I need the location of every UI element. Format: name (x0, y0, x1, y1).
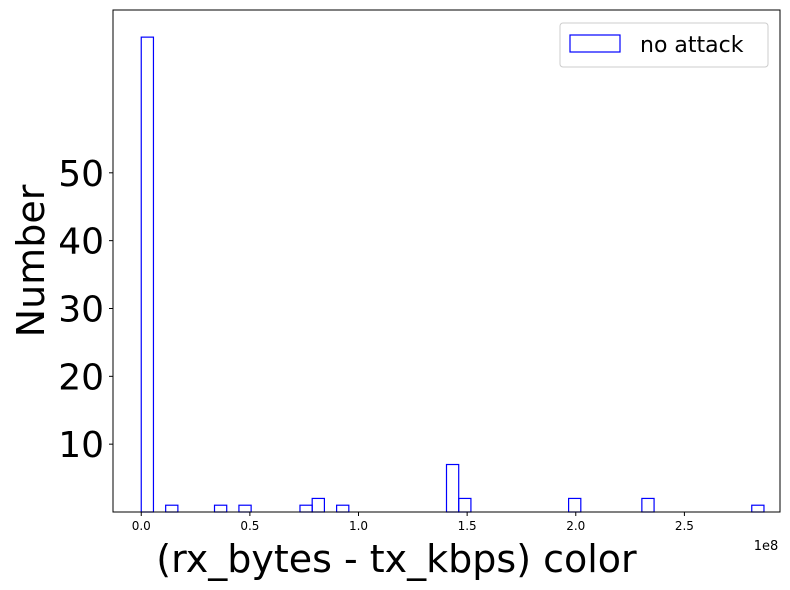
plot-area-frame (112, 9, 781, 513)
histogram-bar (213, 504, 228, 513)
x-tick-label: 2.5 (675, 519, 694, 533)
histogram-bar (238, 504, 252, 513)
y-axis-label: Number (9, 184, 53, 337)
legend-swatch-no-attack (569, 34, 621, 53)
x-tick-label: 1.5 (458, 519, 477, 533)
histogram-bar (641, 497, 655, 513)
histogram-bar (165, 504, 179, 513)
histogram-bar (336, 504, 350, 513)
x-tick-label: 0.0 (132, 519, 151, 533)
y-tick-label: 40 (58, 222, 104, 263)
y-tick-label: 20 (58, 357, 104, 398)
histogram-bar (311, 497, 325, 513)
y-tick-label: 10 (58, 425, 104, 466)
histogram-bars (140, 36, 765, 513)
x-tick-label: 2.0 (566, 519, 585, 533)
histogram-bar (458, 497, 472, 513)
y-axis-ticks: 10 20 30 40 50 (58, 154, 113, 466)
x-axis-ticks: 0.0 0.5 1.0 1.5 2.0 2.5 (132, 512, 694, 533)
x-tick-label: 0.5 (240, 519, 259, 533)
x-axis-offset-label: 1e8 (754, 539, 779, 554)
legend-frame (559, 22, 769, 68)
histogram-bar (445, 463, 460, 513)
legend-label-no-attack: no attack (640, 33, 744, 58)
legend: no attack (559, 22, 769, 68)
x-tick-label: 1.0 (349, 519, 368, 533)
histogram-bar (140, 36, 155, 513)
histogram-bar (751, 504, 765, 513)
y-tick-label: 30 (58, 289, 104, 330)
x-axis-label: (rx_bytes - tx_kbps) color (156, 537, 637, 581)
histogram-bar (568, 497, 582, 513)
histogram-bar (299, 504, 313, 513)
y-tick-label: 50 (58, 154, 104, 195)
